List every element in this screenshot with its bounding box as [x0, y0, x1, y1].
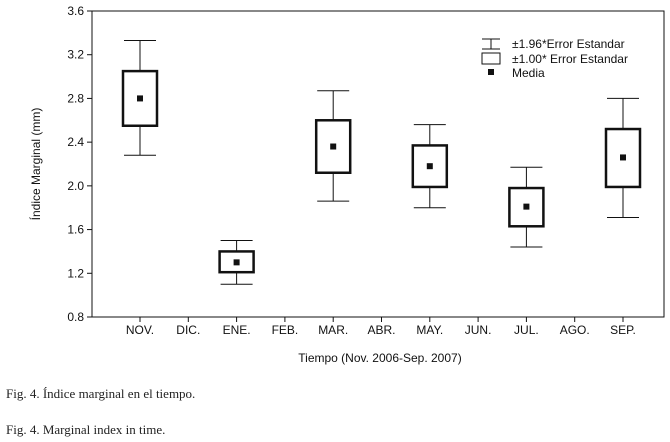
y-tick-label: 1.2	[67, 266, 84, 280]
legend-whisker-label: ±1.96*Error Estandar	[512, 37, 625, 51]
legend-whisker-symbol	[482, 38, 500, 50]
x-tick-label: SEP.	[610, 323, 636, 337]
box-sep	[604, 97, 642, 219]
box-ene	[218, 240, 255, 285]
mean-marker	[523, 203, 530, 210]
x-tick-label: JUL.	[514, 323, 539, 337]
x-tick-label: NOV.	[126, 323, 154, 337]
mean-marker	[620, 154, 626, 161]
y-tick-label: 3.2	[67, 48, 84, 62]
plot-frame	[91, 10, 665, 318]
x-tick-label: ENE.	[223, 323, 251, 337]
figure-caption-english: Fig. 4. Marginal index in time.	[6, 422, 166, 437]
y-tick-label: 3.6	[67, 4, 84, 18]
legend-mean-label: Media	[512, 66, 545, 80]
box-may	[411, 124, 449, 209]
x-tick-label: JUN.	[465, 323, 492, 337]
x-tick-label: FEB.	[272, 323, 299, 337]
mean-marker	[426, 163, 433, 170]
y-tick-label: 2.8	[67, 91, 84, 105]
x-tick-label: AGO.	[560, 323, 590, 337]
x-axis-label: Tiempo (Nov. 2006-Sep. 2007)	[298, 351, 461, 365]
box-mar	[314, 90, 352, 202]
box-nov	[121, 40, 159, 156]
y-tick-label: 2.0	[67, 179, 84, 193]
x-tick-label: ABR.	[367, 323, 395, 337]
y-tick-label: 2.4	[67, 135, 84, 149]
x-axis: NOV. DIC. ENE. FEB. MAR. ABR. MAY. JUN. JUL. AGO.…	[126, 317, 636, 337]
legend: ±1.96*Error Estandar ±1.00* Error Estand…	[481, 37, 628, 80]
box-plot-chart: 0.8 1.2 1.6 2.0 2.4 2.8 3.2 3.6 NOV. DIC. ENE. FEB…	[28, 4, 665, 365]
mean-marker	[137, 95, 143, 102]
box-series	[121, 40, 642, 285]
figure-caption-spanish: Fig. 4. Índice marginal en el tiempo.	[6, 386, 196, 401]
x-tick-label: DIC.	[176, 323, 200, 337]
y-tick-label: 1.6	[67, 223, 84, 237]
y-tick-label: 0.8	[67, 310, 84, 324]
legend-box-symbol	[481, 52, 501, 65]
legend-box-label: ±1.00* Error Estandar	[512, 52, 628, 66]
mean-marker	[330, 143, 337, 150]
y-axis: 0.8 1.2 1.6 2.0 2.4 2.8 3.2 3.6	[67, 4, 92, 324]
legend-mean-symbol	[488, 69, 494, 75]
mean-marker	[233, 259, 240, 266]
x-tick-label: MAY.	[416, 323, 443, 337]
y-axis-label: Índice Marginal (mm)	[28, 108, 43, 221]
box-jul	[508, 166, 545, 248]
x-tick-label: MAR.	[318, 323, 348, 337]
